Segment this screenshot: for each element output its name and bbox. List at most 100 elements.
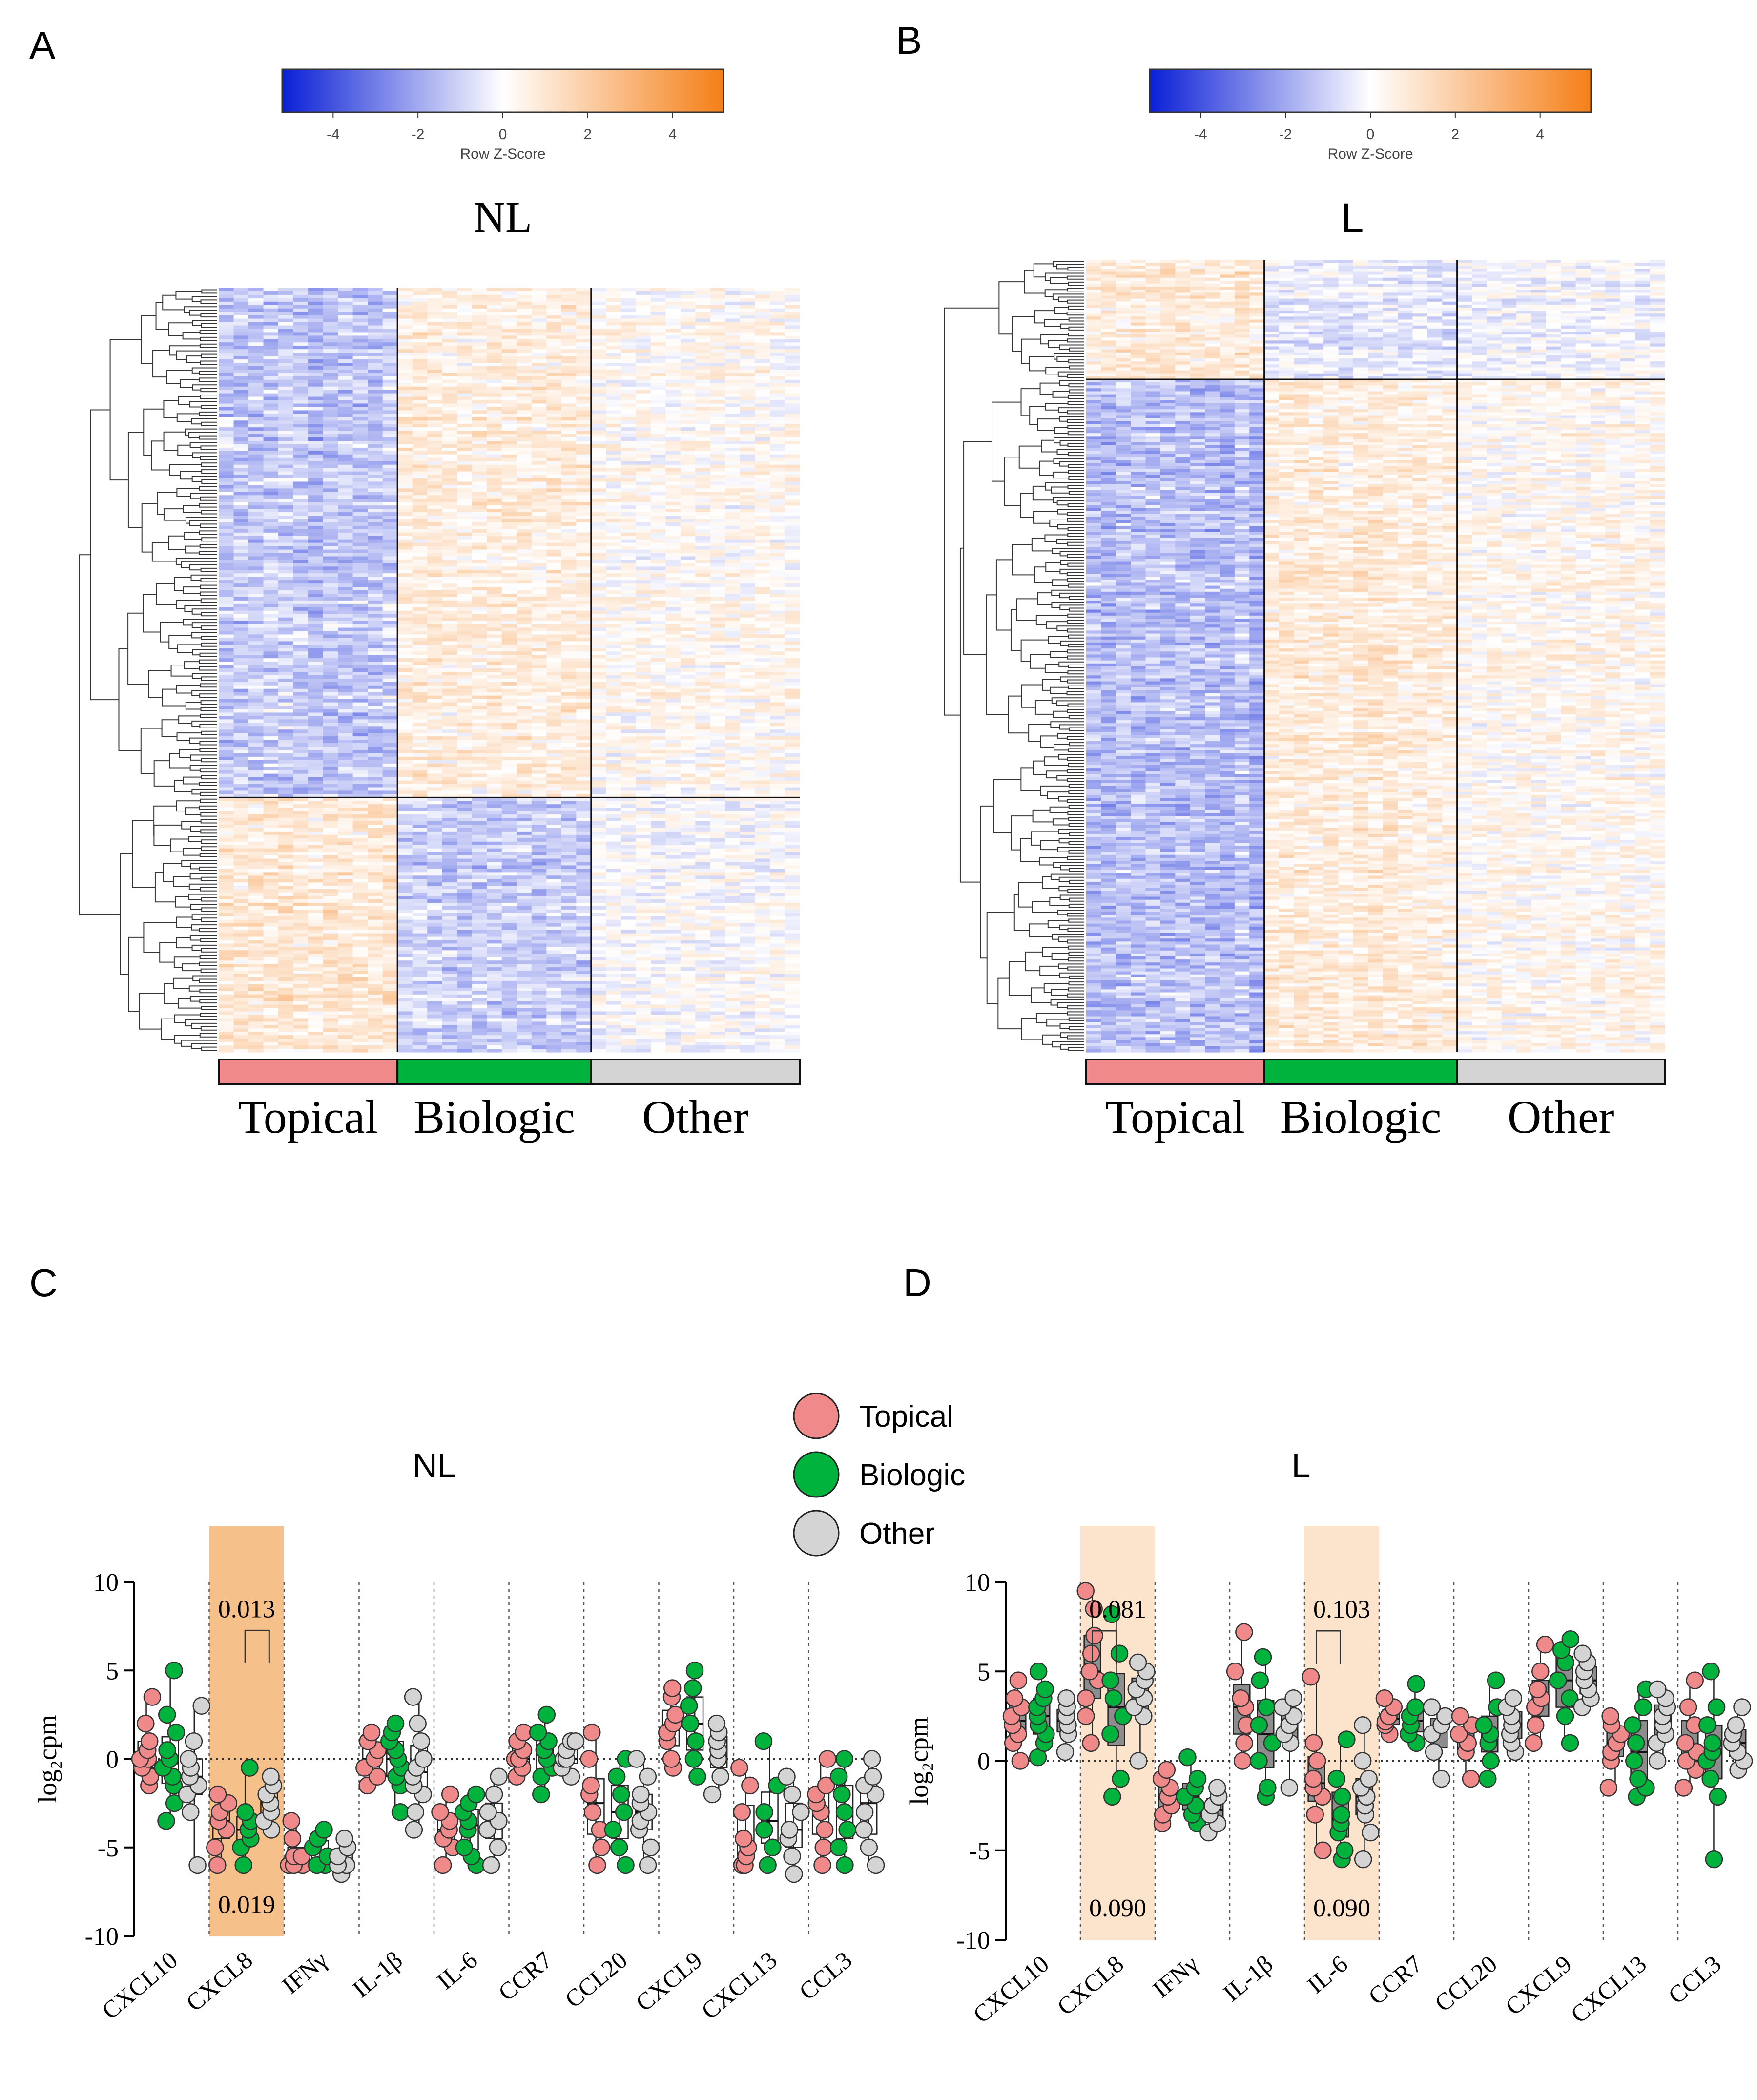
- heatmap-cell: [352, 414, 368, 417]
- heatmap-cell: [308, 655, 324, 659]
- heatmap-cell: [397, 516, 413, 520]
- heatmap-cell: [740, 512, 756, 516]
- heatmap-cell: [785, 583, 800, 587]
- heatmap-cell: [546, 519, 562, 523]
- heatmap-cell: [650, 294, 666, 299]
- heatmap-cell: [427, 566, 443, 570]
- heatmap-cell: [368, 675, 383, 679]
- heatmap-cell: [442, 329, 457, 333]
- panel-letter-d: D: [903, 1261, 931, 1305]
- heatmap-cell: [769, 414, 785, 417]
- heatmap-cell: [740, 376, 756, 380]
- heatmap-cell: [755, 427, 770, 431]
- heatmap-cell: [352, 499, 368, 502]
- heatmap-cell: [725, 349, 741, 353]
- heatmap-cell: [323, 373, 338, 377]
- heatmap-cell: [442, 315, 457, 319]
- heatmap-cell: [725, 376, 741, 380]
- heatmap-cell: [710, 648, 726, 652]
- heatmap-cell: [591, 363, 606, 367]
- heatmap-cell: [338, 403, 353, 408]
- heatmap-cell: [546, 369, 562, 374]
- heatmap-cell: [620, 614, 636, 618]
- heatmap-cell: [695, 315, 711, 319]
- heatmap-cell: [785, 447, 800, 452]
- heatmap-cell: [665, 560, 681, 563]
- heatmap-cell: [531, 645, 547, 648]
- heatmap-cell: [278, 291, 294, 295]
- heatmap-cell: [755, 451, 770, 455]
- heatmap-cell: [278, 332, 294, 336]
- heatmap-cell: [472, 546, 487, 550]
- heatmap-cell: [397, 325, 413, 330]
- heatmap-cell: [740, 627, 756, 632]
- heatmap-cell: [487, 587, 502, 591]
- heatmap-cell: [308, 594, 324, 598]
- heatmap-cell: [785, 464, 800, 469]
- heatmap-cell: [263, 390, 279, 394]
- heatmap-cell: [620, 532, 636, 537]
- heatmap-cell: [636, 305, 651, 309]
- heatmap-cell: [427, 542, 443, 547]
- heatmap-cell: [591, 441, 606, 445]
- heatmap-cell: [517, 560, 532, 563]
- heatmap-cell: [412, 678, 428, 683]
- heatmap-cell: [636, 685, 651, 689]
- heatmap-cell: [338, 509, 353, 513]
- heatmap-cell: [397, 461, 413, 465]
- heatmap-cell: [606, 709, 621, 713]
- heatmap-cell: [248, 342, 264, 346]
- heatmap-cell: [397, 556, 413, 561]
- heatmap-cell: [263, 393, 279, 397]
- heatmap-cell: [725, 675, 741, 679]
- heatmap-cell: [427, 712, 443, 716]
- heatmap-cell: [442, 305, 457, 309]
- heatmap-cell: [650, 342, 666, 346]
- heatmap-cell: [368, 499, 383, 502]
- heatmap-cell: [650, 594, 666, 598]
- heatmap-cell: [352, 376, 368, 380]
- heatmap-cell: [561, 315, 577, 319]
- heatmap-cell: [695, 597, 711, 601]
- heatmap-cell: [606, 577, 621, 581]
- heatmap-cell: [219, 685, 234, 689]
- heatmap-cell: [397, 560, 413, 563]
- heatmap-cell: [531, 424, 547, 428]
- heatmap-cell: [591, 353, 606, 356]
- heatmap-cell: [293, 353, 309, 356]
- heatmap-cell: [338, 685, 353, 689]
- heatmap-cell: [680, 373, 696, 377]
- heatmap-cell: [561, 499, 577, 502]
- heatmap-cell: [427, 468, 443, 472]
- heatmap-cell: [248, 519, 264, 523]
- heatmap-cell: [620, 488, 636, 492]
- heatmap-cell: [517, 481, 532, 486]
- heatmap-cell: [457, 485, 473, 489]
- heatmap-cell: [620, 648, 636, 652]
- heatmap-cell: [755, 502, 770, 506]
- heatmap-cell: [636, 648, 651, 652]
- heatmap-cell: [725, 322, 741, 326]
- heatmap-cell: [680, 322, 696, 326]
- heatmap-cell: [546, 560, 562, 563]
- heatmap-cell: [352, 505, 368, 509]
- heatmap-cell: [755, 301, 770, 306]
- heatmap-cell: [293, 481, 309, 486]
- heatmap-cell: [561, 407, 577, 411]
- heatmap-cell: [457, 651, 473, 655]
- heatmap-cell: [517, 532, 532, 537]
- heatmap-cell: [517, 410, 532, 414]
- heatmap-cell: [725, 560, 741, 563]
- heatmap-cell: [382, 492, 398, 496]
- heatmap-cell: [472, 594, 487, 598]
- heatmap-cell: [636, 512, 651, 516]
- heatmap-cell: [576, 563, 592, 567]
- heatmap-cell: [785, 427, 800, 431]
- heatmap-cell: [576, 641, 592, 645]
- heatmap-cell: [501, 675, 517, 679]
- heatmap-cell: [219, 359, 234, 363]
- heatmap-cell: [457, 655, 473, 659]
- heatmap-cell: [338, 373, 353, 377]
- heatmap-cell: [546, 645, 562, 648]
- heatmap-cell: [606, 522, 621, 526]
